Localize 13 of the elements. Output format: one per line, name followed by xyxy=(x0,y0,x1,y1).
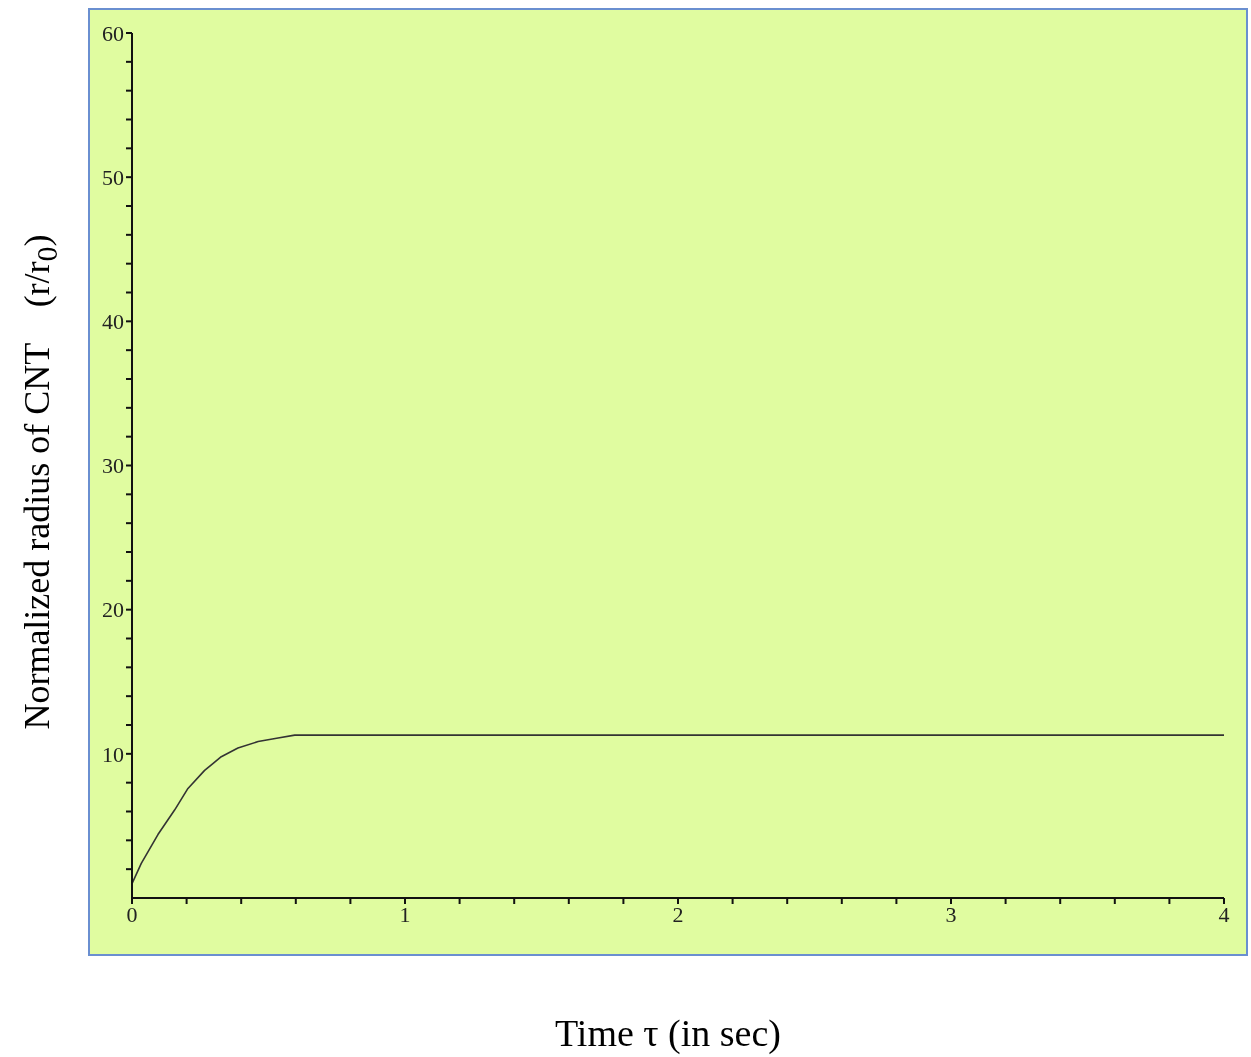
y-tick-label: 10 xyxy=(102,741,124,767)
y-tick-label: 50 xyxy=(102,164,124,190)
y-tick-label: 30 xyxy=(102,453,124,479)
x-tick-label: 1 xyxy=(399,901,411,927)
y-tick-label: 60 xyxy=(102,20,124,46)
x-tick-label: 2 xyxy=(672,901,684,927)
y-tick-label: 40 xyxy=(102,309,124,335)
line-series xyxy=(132,734,1224,885)
y-tick-label: 20 xyxy=(102,597,124,623)
x-tick-label: 0 xyxy=(126,901,138,927)
x-tick-label: 4 xyxy=(1218,901,1230,927)
x-axis-title: Time τ (in sec) xyxy=(554,1011,782,1055)
x-tick-label: 3 xyxy=(945,901,957,927)
